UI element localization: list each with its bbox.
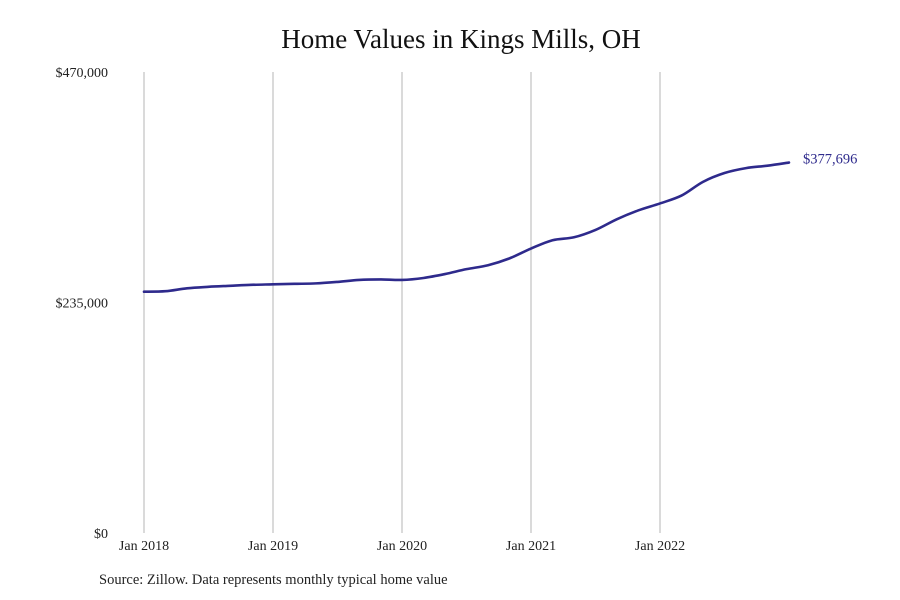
x-tick-label: Jan 2019 bbox=[248, 539, 298, 554]
x-tick-label: Jan 2021 bbox=[506, 539, 556, 554]
y-tick-label: $0 bbox=[94, 527, 108, 542]
source-note: Source: Zillow. Data represents monthly … bbox=[99, 572, 448, 588]
series-line bbox=[142, 161, 791, 294]
x-tick-label: Jan 2020 bbox=[377, 539, 427, 554]
y-tick-label: $470,000 bbox=[56, 66, 109, 81]
series-end-label: $377,696 bbox=[803, 152, 857, 168]
x-tick-label: Jan 2022 bbox=[635, 539, 685, 554]
y-tick-label: $235,000 bbox=[56, 297, 109, 312]
chart-title: Home Values in Kings Mills, OH bbox=[281, 24, 641, 54]
x-tick-label: Jan 2018 bbox=[119, 539, 169, 554]
